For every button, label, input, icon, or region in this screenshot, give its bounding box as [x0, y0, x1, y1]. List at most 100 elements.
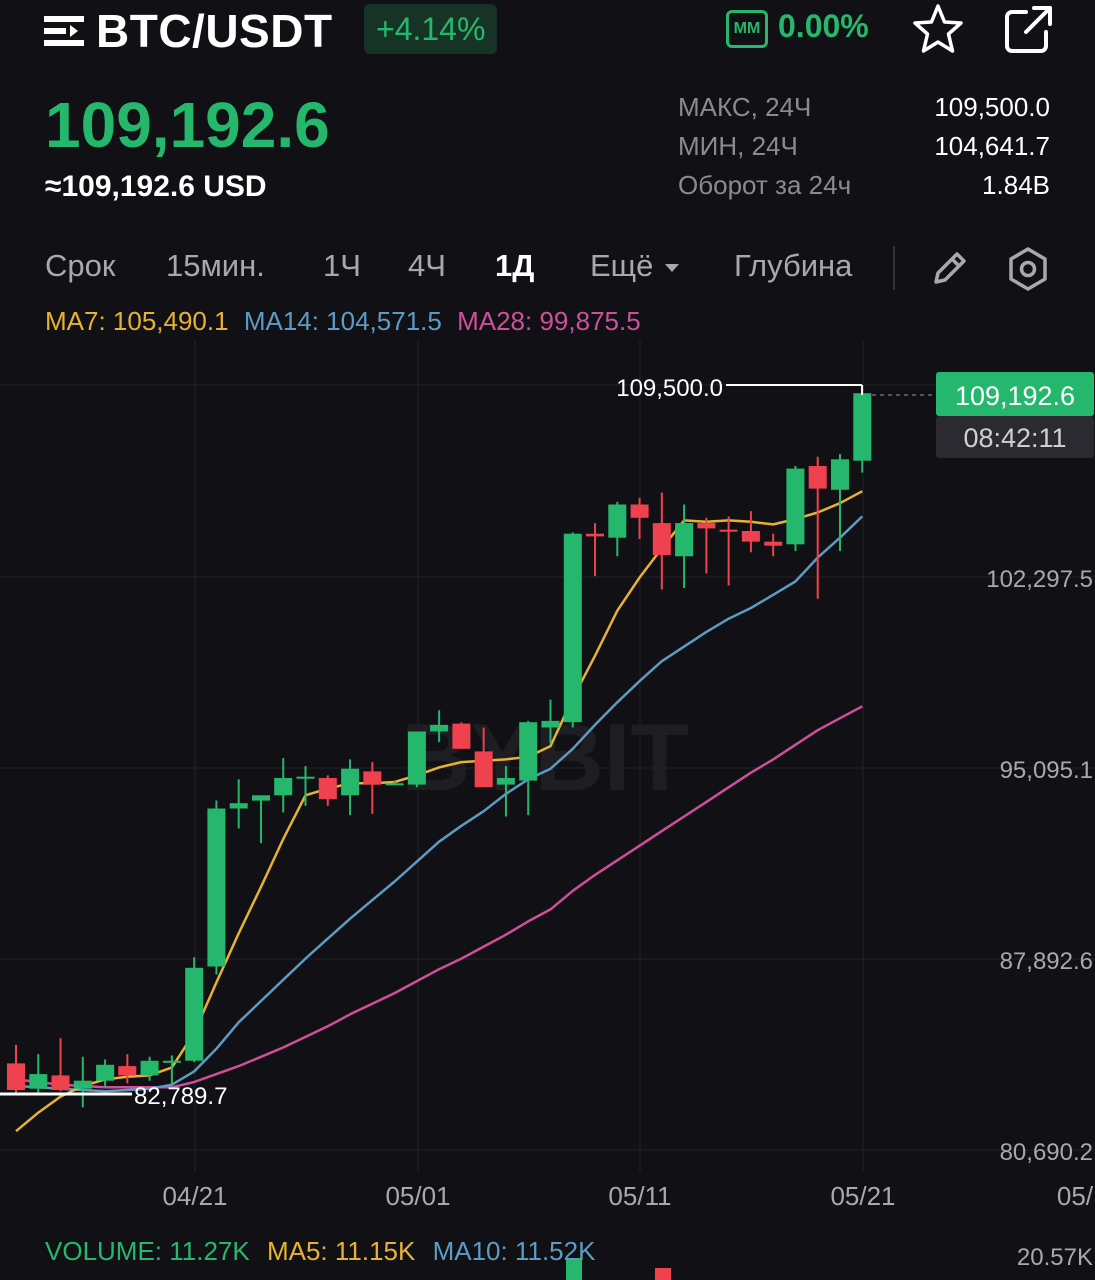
candle-body — [7, 1063, 25, 1090]
candle-body — [675, 523, 694, 557]
price-tag: 109,192.6 08:42:11 — [936, 372, 1094, 458]
tab-divider — [893, 246, 895, 290]
stat-low-value: 104,641.7 — [934, 131, 1050, 161]
chart-grid — [0, 340, 1095, 1172]
candle-body — [385, 783, 404, 786]
candle-body — [341, 768, 360, 796]
ma14-legend: MA14: 104,571.5 — [243, 306, 442, 336]
candle-body — [185, 967, 204, 1061]
ma7-layer — [15, 490, 863, 1133]
ma7-line — [15, 490, 863, 1133]
pencil-icon[interactable] — [928, 246, 972, 290]
volume-legend-value: VOLUME: 11.27K — [45, 1236, 250, 1266]
candle-body — [51, 1075, 70, 1090]
markers-layer: 109,500.0 82,789.7 — [0, 375, 936, 1110]
candle-body — [853, 393, 872, 461]
candle-body — [652, 523, 671, 555]
candle-body — [697, 523, 716, 529]
volume-ma10-legend: MA10: 11.52K — [432, 1236, 596, 1266]
top-bar: BTC/USDT +4.14% MM 0.00% — [0, 0, 1095, 70]
candle-body — [162, 1060, 181, 1063]
x-tick-label: 05/21 — [830, 1181, 895, 1211]
candle-body — [630, 504, 649, 518]
volume-bar — [566, 1258, 582, 1280]
candle-body — [430, 724, 449, 732]
candle-body — [252, 795, 270, 801]
ma7-legend: MA7: 105,490.1 — [45, 306, 229, 336]
last-price: 109,192.6 — [45, 89, 330, 161]
ma-legend: MA7: 105,490.1 MA14: 104,571.5 MA28: 99,… — [45, 306, 641, 337]
caret-down-icon — [665, 263, 680, 272]
candle-body — [786, 468, 805, 545]
stat-turnover-value: 1.84B — [982, 170, 1050, 200]
x-axis: 04/21 05/01 05/11 05/21 05/ — [162, 1181, 1093, 1211]
y-tick-label: 87,892.6 — [1000, 948, 1093, 975]
candle-body — [118, 1066, 137, 1076]
pair-title[interactable]: BTC/USDT — [96, 5, 333, 57]
stat-low-label: МИН, 24Ч — [678, 131, 798, 161]
star-icon[interactable] — [910, 2, 966, 58]
volume-ma5-legend: MA5: 11.15K — [266, 1236, 416, 1266]
candle-body — [496, 778, 515, 785]
candle-body — [519, 722, 538, 781]
high-marker-label: 109,500.0 — [616, 375, 723, 402]
candle-body — [229, 803, 248, 809]
candle-body — [831, 459, 849, 490]
tab-4h[interactable]: 4Ч — [408, 248, 446, 283]
tab-1d[interactable]: 1Д — [495, 248, 535, 283]
usd-price: ≈109,192.6 USD — [45, 170, 267, 203]
candle-body — [140, 1060, 159, 1076]
countdown-bg — [936, 416, 1094, 458]
tab-period[interactable]: Срок — [45, 248, 116, 283]
candles-layer — [7, 385, 872, 1108]
x-tick-label: 05/ — [1057, 1181, 1094, 1211]
candle-body — [808, 466, 827, 489]
tab-1h[interactable]: 1Ч — [323, 248, 361, 283]
stat-high-label: МАКС, 24Ч — [678, 92, 812, 122]
low-marker-label: 82,789.7 — [134, 1083, 227, 1110]
settings-icon[interactable] — [1005, 246, 1051, 292]
stat-high-value: 109,500.0 — [934, 92, 1050, 122]
y-tick-label: 95,095.1 — [1000, 757, 1093, 784]
ma14-layer — [15, 515, 864, 1093]
x-tick-label: 04/21 — [162, 1181, 227, 1211]
mm-icon[interactable]: MM — [726, 10, 768, 48]
candle-body — [764, 541, 783, 546]
candle-body — [608, 504, 627, 538]
candle-body — [363, 771, 382, 785]
tab-depth[interactable]: Глубина — [734, 248, 853, 283]
candle-body — [586, 533, 604, 537]
volume-legend: VOLUME: 11.27K MA5: 11.15K MA10: 11.52K — [45, 1236, 595, 1267]
candle-body — [207, 808, 226, 967]
y-tick-label: 80,690.2 — [1000, 1139, 1093, 1166]
candle-body — [73, 1080, 92, 1089]
tab-more-label: Ещё — [590, 248, 654, 283]
candle-body — [563, 533, 582, 723]
x-tick-label: 05/01 — [385, 1181, 450, 1211]
volume-bars — [566, 1258, 671, 1280]
candle-body — [296, 776, 315, 779]
candle-body — [541, 720, 560, 728]
mm-value[interactable]: 0.00% — [778, 8, 869, 44]
candle-body — [719, 529, 738, 532]
candle-body — [741, 531, 760, 542]
list-menu-icon[interactable] — [44, 13, 86, 49]
last-price-tag-text: 109,192.6 — [955, 381, 1075, 411]
candle-body — [474, 751, 493, 788]
y-tick-label: 102,297.5 — [986, 566, 1093, 593]
share-icon[interactable] — [1000, 2, 1056, 58]
volume-axis-label: 20.57K — [1016, 1244, 1093, 1271]
stat-turnover-label: Оборот за 24ч — [678, 170, 852, 200]
tab-more[interactable]: Ещё — [590, 248, 680, 284]
tab-15min[interactable]: 15мин. — [166, 248, 265, 283]
candle-body — [29, 1074, 48, 1089]
countdown-text: 08:42:11 — [963, 423, 1066, 453]
candle-body — [96, 1064, 115, 1081]
candle-body — [274, 778, 293, 796]
chart-watermark: BYBIT — [401, 704, 689, 811]
price-chart[interactable]: BYBIT 109,500.0 82,789.7 109,192.6 08:42… — [0, 340, 1095, 1280]
candle-body — [407, 731, 426, 785]
x-tick-label: 05/11 — [608, 1181, 671, 1211]
y-axis: 102,297.5 95,095.1 87,892.6 80,690.2 — [986, 566, 1093, 1166]
candle-body — [318, 778, 337, 800]
